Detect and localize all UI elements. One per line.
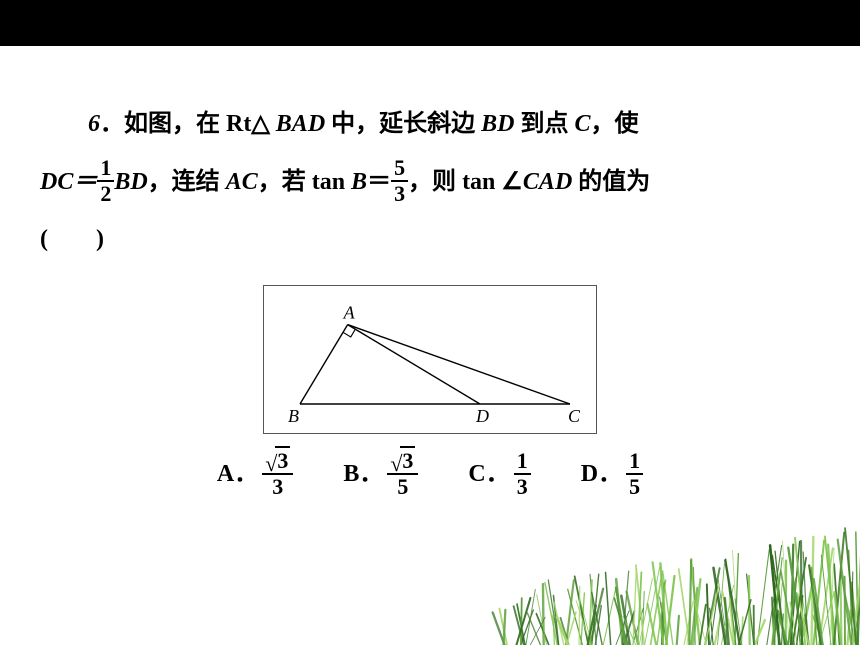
svg-text:A: A	[343, 302, 356, 322]
answer-options: A．√33 B．√35 C．13 D．15	[40, 452, 820, 500]
grass-decoration	[480, 505, 860, 645]
triangle-symbol: △	[251, 111, 269, 137]
option-a: A．√33	[217, 452, 293, 500]
option-d-den: 5	[626, 475, 643, 498]
tan-b: tan	[312, 169, 351, 195]
text-mid6: ，则	[408, 169, 462, 195]
frac-53: 53	[391, 157, 408, 205]
option-d-frac: 15	[626, 450, 643, 498]
frac1-num: 1	[97, 157, 114, 182]
option-a-label: A．	[217, 461, 258, 487]
option-a-frac: √33	[262, 450, 293, 498]
frac-half: 12	[97, 157, 114, 205]
option-c-label: C．	[468, 461, 509, 487]
text-mid2: 到点	[521, 111, 575, 137]
diagram-border: A B D C	[263, 285, 597, 434]
problem-number: 6	[88, 111, 100, 137]
angle-symbol: ∠	[501, 169, 523, 195]
svg-text:B: B	[288, 406, 299, 422]
paren-blank: ( )	[40, 226, 104, 252]
option-d-label: D．	[581, 461, 622, 487]
option-b: B．√35	[343, 452, 418, 500]
option-b-num: √3	[387, 450, 418, 475]
bad-label: BAD	[270, 111, 331, 137]
b-label: B	[351, 169, 367, 195]
option-d: D．15	[581, 452, 643, 500]
text-mid4: ，连结	[148, 169, 226, 195]
dc-eq: DC＝	[40, 169, 97, 195]
svg-text:D: D	[475, 406, 489, 422]
svg-text:C: C	[568, 406, 580, 422]
option-a-den: 3	[262, 475, 293, 498]
option-c-den: 3	[514, 475, 531, 498]
bd2-label: BD	[114, 169, 147, 195]
slide-content: 6．如图，在 Rt△ BAD 中，延长斜边 BD 到点 C，使 DC＝12BD，…	[40, 96, 820, 500]
option-a-sqrt: 3	[275, 446, 290, 473]
tan-cad: tan	[462, 169, 501, 195]
diagram-container: A B D C	[40, 285, 820, 434]
text-mid7: 的值为	[578, 169, 650, 195]
eq: ＝	[367, 169, 391, 195]
frac2-num: 5	[391, 157, 408, 182]
text-mid3: ，使	[591, 111, 639, 137]
option-b-frac: √35	[387, 450, 418, 498]
text-lead: ．如图，在	[100, 111, 226, 137]
triangle-diagram: A B D C	[280, 292, 580, 422]
cad-label: CAD	[523, 169, 578, 195]
text-mid5: ，若	[258, 169, 312, 195]
option-d-num: 1	[626, 450, 643, 475]
option-b-den: 5	[387, 475, 418, 498]
option-c-frac: 13	[514, 450, 531, 498]
bd-label: BD	[481, 111, 520, 137]
ac-label: AC	[226, 169, 258, 195]
text-mid1: 中，延长斜边	[331, 111, 481, 137]
option-c: C．13	[468, 452, 530, 500]
top-black-bar	[0, 0, 860, 46]
rt-label: Rt	[226, 111, 251, 137]
c-label: C	[575, 111, 591, 137]
frac1-den: 2	[97, 182, 114, 205]
option-b-label: B．	[343, 461, 383, 487]
option-c-num: 1	[514, 450, 531, 475]
frac2-den: 3	[391, 182, 408, 205]
option-a-num: √3	[262, 450, 293, 475]
problem-statement: 6．如图，在 Rt△ BAD 中，延长斜边 BD 到点 C，使 DC＝12BD，…	[40, 96, 820, 269]
option-b-sqrt: 3	[400, 446, 415, 473]
